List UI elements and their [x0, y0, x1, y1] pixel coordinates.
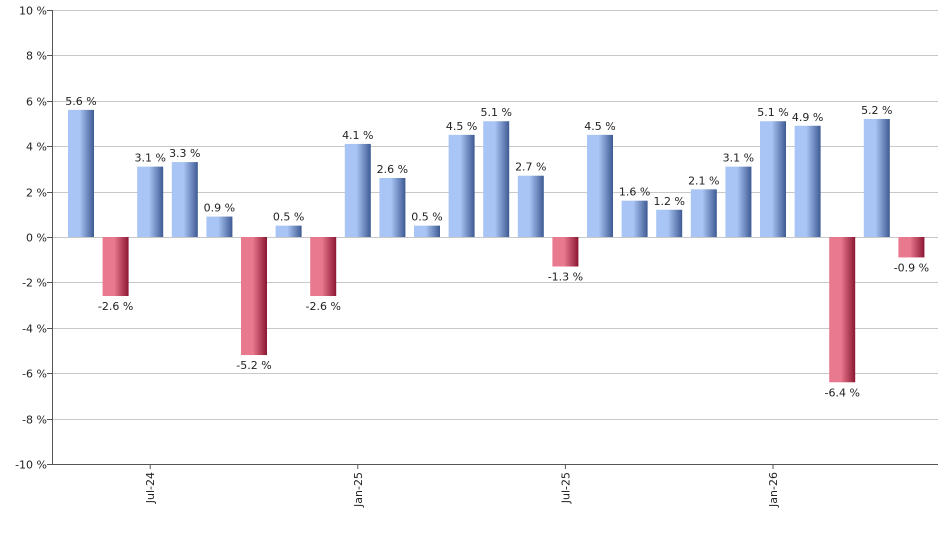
axes [47, 10, 938, 469]
bars [68, 109, 925, 383]
y-tick-label-8: -6 % [22, 368, 47, 381]
bar-value-label-13: 2.7 % [515, 161, 546, 174]
bar-4 [206, 216, 233, 237]
bar-value-label-1: -2.6 % [98, 300, 133, 313]
bar-value-label-0: 5.6 % [65, 95, 96, 108]
bar-6 [275, 225, 302, 237]
bar-value-label-5: -5.2 % [236, 359, 271, 372]
bar-value-label-4: 0.9 % [204, 202, 235, 215]
y-tick-label-3: 4 % [26, 141, 47, 154]
bar-15 [587, 134, 613, 237]
bar-value-label-7: -2.6 % [305, 300, 340, 313]
bar-23 [863, 118, 890, 237]
bar-7 [310, 237, 337, 297]
bar-value-label-20: 5.1 % [757, 106, 788, 119]
y-tick-label-1: 8 % [26, 50, 47, 63]
x-tick-label-2: Jul-25 [559, 472, 572, 504]
y-tick-label-5: 0 % [26, 232, 47, 245]
y-tick-label-4: 2 % [26, 187, 47, 200]
bar-8 [344, 143, 371, 237]
bar-22 [829, 237, 856, 383]
bar-value-label-2: 3.1 % [134, 152, 165, 165]
bar-value-label-9: 2.6 % [377, 163, 408, 176]
bar-2 [137, 166, 164, 237]
bar-3 [171, 162, 198, 237]
bar-5 [241, 237, 267, 356]
bar-value-label-10: 0.5 % [411, 211, 442, 224]
x-tick-label-0: Jul-24 [144, 472, 157, 504]
bar-19 [725, 166, 752, 237]
bar-18 [690, 189, 717, 237]
bar-16 [621, 200, 648, 237]
bar-value-label-8: 4.1 % [342, 129, 373, 142]
bar-value-label-21: 4.9 % [792, 111, 823, 124]
bar-value-label-18: 2.1 % [688, 174, 719, 187]
y-tick-label-9: -8 % [22, 414, 47, 427]
bar-value-label-19: 3.1 % [723, 152, 754, 165]
y-tick-label-2: 6 % [26, 96, 47, 109]
bar-20 [760, 121, 786, 237]
bar-value-label-24: -0.9 % [894, 261, 929, 274]
bar-12 [483, 121, 510, 237]
bar-1 [102, 237, 129, 297]
y-tick-label-0: 10 % [19, 5, 47, 18]
bar-14 [552, 237, 579, 267]
bar-0 [68, 109, 94, 237]
bar-13 [517, 175, 544, 237]
y-tick-label-6: -2 % [22, 277, 47, 290]
bar-value-label-14: -1.3 % [548, 271, 583, 284]
y-tick-label-10: -10 % [15, 459, 47, 472]
bar-9 [379, 177, 406, 237]
bar-value-label-16: 1.6 % [619, 186, 650, 199]
labels: 10 % 8 % 6 % 4 % 2 % 0 % -2 % -4 % -6 % -8 % -10 %… [15, 5, 929, 508]
bar-value-label-22: -6.4 % [824, 386, 859, 399]
bar-value-label-3: 3.3 % [169, 147, 200, 160]
bar-10 [414, 225, 440, 237]
x-tick-label-3: Jan-26 [767, 472, 780, 508]
bar-17 [656, 209, 683, 237]
bar-value-label-15: 4.5 % [584, 120, 615, 133]
bar-value-label-17: 1.2 % [653, 195, 684, 208]
bar-value-label-6: 0.5 % [273, 211, 304, 224]
bar-value-label-23: 5.2 % [861, 104, 892, 117]
y-tick-label-7: -4 % [22, 323, 47, 336]
bar-value-label-12: 5.1 % [480, 106, 511, 119]
x-tick-label-1: Jan-25 [352, 472, 365, 508]
bar-24 [898, 237, 925, 258]
bar-value-label-11: 4.5 % [446, 120, 477, 133]
bar-21 [794, 125, 821, 237]
bar-11 [448, 134, 475, 237]
